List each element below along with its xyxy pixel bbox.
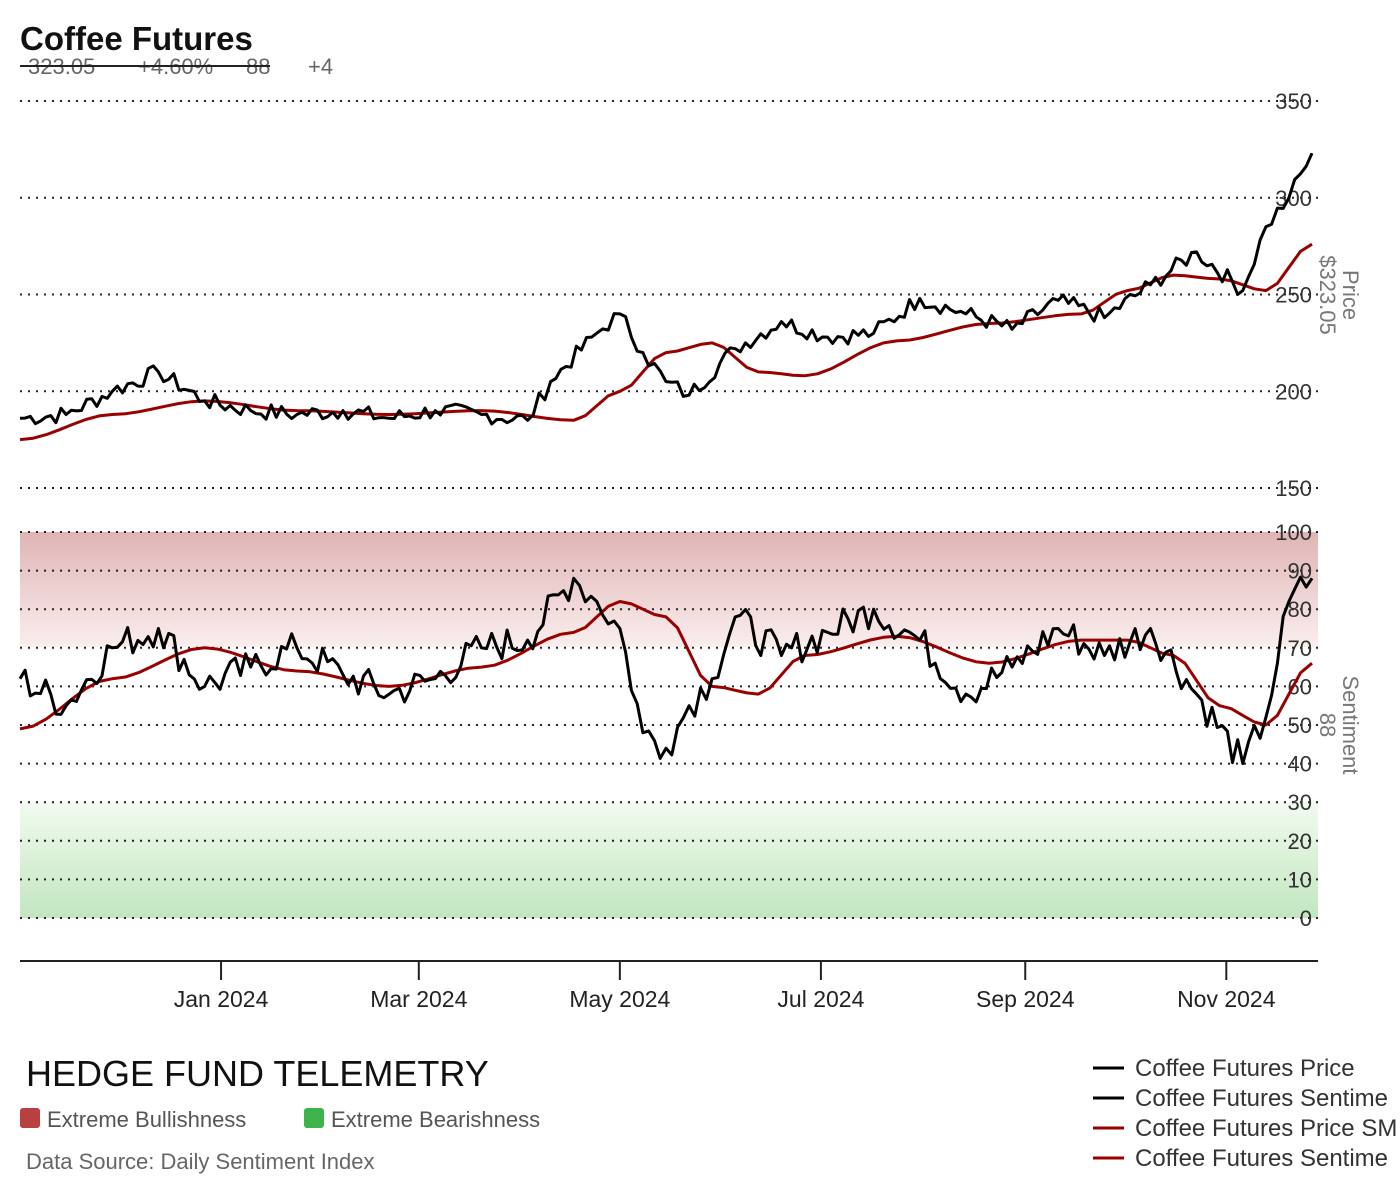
sentiment-tick-label: 70 [1288,636,1312,661]
series-lines [18,152,1314,766]
series-legend: Coffee Futures Price Coffee Futures Sent… [1093,1055,1397,1172]
price-axis-label: Price [1338,270,1363,320]
gridlines [20,100,1318,919]
data-source: Data Source: Daily Sentiment Index [26,1149,375,1174]
sentiment-line [18,575,1314,766]
sentiment-tick-label: 30 [1288,790,1312,815]
sentiment-axis-value: 88 [1315,713,1340,737]
sentiment-tick-label: 10 [1288,867,1312,892]
price-sma-line [19,242,1313,442]
price-tick-label: 250 [1275,283,1312,308]
sentiment-tick-label: 0 [1300,906,1312,931]
bull-label: Extreme Bullishness [47,1107,246,1132]
x-tick-label: Sep 2024 [976,986,1075,1012]
x-tick-label: Jul 2024 [777,986,864,1012]
x-tick-label: Jan 2024 [174,986,269,1012]
extreme-bear-zone [20,802,1318,918]
sentiment-tick-label: 100 [1275,520,1312,545]
x-tick-label: Nov 2024 [1177,986,1276,1012]
price-tick-label: 200 [1275,379,1312,404]
bear-swatch [304,1108,324,1128]
brand-text: HEDGE FUND TELEMETRY [26,1053,489,1094]
legend-item-price: Coffee Futures Price [1135,1055,1355,1082]
bull-swatch [20,1108,40,1128]
legend-item-price-sma: Coffee Futures Price SM [1135,1115,1397,1142]
sentiment-axis-label: Sentiment [1338,675,1363,774]
sentiment-tick-label: 80 [1288,597,1312,622]
x-tick-labels: Jan 2024 Mar 2024 May 2024 Jul 2024 Sep 2024… [174,961,1276,1012]
price-tick-label: 150 [1275,476,1312,501]
chart-title: Coffee Futures [20,20,253,57]
price-tick-label: 300 [1275,186,1312,211]
legend-item-sentiment-sma: Coffee Futures Sentime [1135,1145,1388,1172]
bear-label: Extreme Bearishness [331,1107,540,1132]
sentiment-tick-label: 20 [1288,829,1312,854]
x-tick-label: May 2024 [569,986,670,1012]
legend-item-sentiment: Coffee Futures Sentime [1135,1085,1388,1112]
price-line [19,152,1314,426]
header-sentiment-change: +4 [308,54,333,79]
price-axis-value: $323.05 [1315,255,1340,335]
extreme-bull-zone [20,532,1318,647]
x-tick-label: Mar 2024 [370,986,467,1012]
sentiment-tick-label: 50 [1288,713,1312,738]
sentiment-tick-label: 40 [1288,752,1312,777]
price-tick-label: 350 [1275,89,1312,114]
